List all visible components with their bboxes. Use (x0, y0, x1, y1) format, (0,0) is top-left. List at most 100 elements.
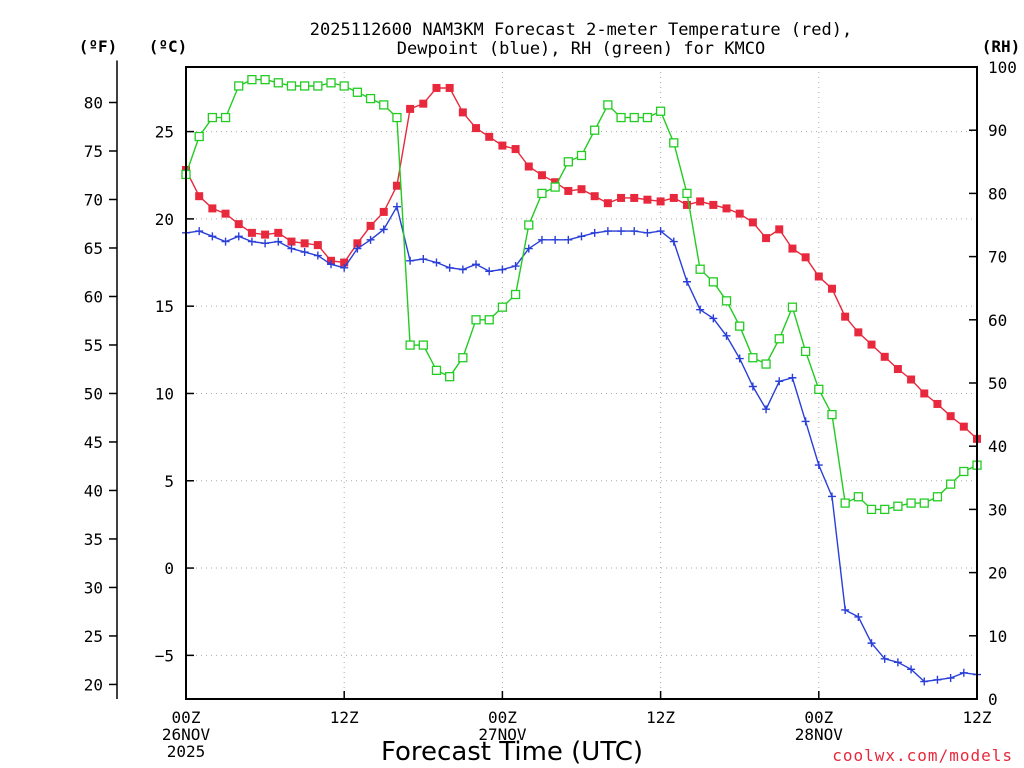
relative-humidity-point (945, 479, 956, 489)
relative-humidity-point (616, 112, 626, 123)
dewpoint-point (445, 263, 454, 272)
x-axis-label: Forecast Time (UTC) (381, 737, 643, 767)
rh-tick-label: 100 (988, 58, 1017, 77)
temperature-point (353, 239, 362, 248)
temperature-point (432, 83, 441, 92)
rh-tick-label: 60 (988, 311, 1007, 330)
temperature-point (590, 192, 599, 201)
rh-tick-label: 40 (988, 437, 1007, 456)
relative-humidity-point (576, 150, 587, 161)
dewpoint-point (933, 675, 942, 684)
relative-humidity-point (774, 334, 784, 344)
temperature-point (524, 162, 533, 171)
temperature-point (814, 272, 823, 281)
relative-humidity-point (906, 498, 916, 508)
relative-humidity-point (234, 81, 244, 91)
dewpoint-point (379, 225, 388, 234)
dewpoint-point (814, 461, 823, 470)
rh-tick-label: 80 (988, 184, 1007, 203)
chart-title-line-2: Dewpoint (blue), RH (green) for KMCO (397, 39, 765, 59)
fahrenheit-tick-label: 70 (84, 190, 103, 209)
relative-humidity-point (655, 106, 666, 116)
dewpoint-point (669, 237, 678, 246)
relative-humidity-point (352, 87, 363, 97)
relative-humidity-point (695, 264, 705, 274)
temperature-point (274, 228, 283, 237)
relative-humidity-point (761, 359, 771, 369)
dewpoint-point (432, 258, 441, 267)
fahrenheit-tick-label: 35 (84, 530, 103, 549)
relative-humidity-point (563, 157, 573, 167)
dewpoint-point (630, 227, 639, 236)
dewpoint-point (577, 232, 586, 241)
temperature-point (709, 200, 718, 209)
relative-humidity-point (866, 504, 877, 515)
dewpoint-point (458, 265, 467, 274)
dewpoint-point (234, 232, 243, 241)
rh-tick-label: 30 (988, 500, 1007, 519)
temperature-point (696, 197, 705, 206)
dewpoint-point (880, 654, 889, 663)
dewpoint-point (827, 492, 836, 501)
temperature-point (617, 193, 626, 202)
temperature-point (261, 230, 270, 239)
dewpoint-point (867, 639, 876, 648)
temperature-point (893, 365, 902, 374)
x-tick-label: 12Z (963, 708, 992, 727)
relative-humidity-point (392, 112, 402, 123)
relative-humidity-point (207, 112, 218, 123)
temperature-point (392, 181, 401, 190)
fahrenheit-tick-label: 55 (84, 336, 103, 355)
x-tick-label: 00Z (488, 708, 517, 727)
dewpoint-point (537, 235, 546, 244)
temperature-point (472, 124, 481, 133)
dewpoint-point (287, 244, 296, 253)
temperature-point (630, 193, 639, 202)
relative-humidity-point (220, 112, 231, 123)
dewpoint-point (274, 237, 283, 246)
dewpoint-point (327, 260, 336, 269)
relative-humidity-point (431, 365, 442, 376)
dewpoint-point (735, 354, 744, 363)
temperature-series (182, 83, 981, 443)
dewpoint-point (195, 227, 204, 236)
x-tick-label: 28NOV (795, 725, 844, 744)
temperature-point (933, 399, 942, 408)
temperature-point (946, 412, 955, 421)
relative-humidity-line (185, 78, 978, 511)
rh-unit-label: (RH) (982, 37, 1021, 56)
temperature-point (287, 237, 296, 246)
relative-humidity-point (379, 100, 389, 110)
dewpoint-point (801, 417, 810, 426)
x-tick-label: 26NOV (162, 725, 211, 744)
dewpoint-point (247, 237, 256, 246)
temperature-point (208, 204, 217, 213)
fahrenheit-tick-label: 40 (84, 481, 103, 500)
relative-humidity-point (458, 353, 468, 363)
rh-tick-label: 10 (988, 627, 1007, 646)
temperature-point (907, 375, 916, 384)
dewpoint-point (221, 237, 230, 246)
celsius-tick-label: 20 (155, 210, 174, 229)
dewpoint-point (485, 267, 494, 276)
temperature-point (445, 83, 454, 92)
relative-humidity-point (273, 78, 283, 88)
temperature-point (682, 200, 691, 209)
x-tick-label: 2025 (167, 742, 206, 761)
temperature-point (313, 241, 322, 250)
dewpoint-point (472, 260, 481, 269)
temperature-point (300, 239, 309, 248)
relative-humidity-point (497, 302, 508, 312)
x-tick-label: 27NOV (478, 725, 527, 744)
relative-humidity-point (510, 289, 521, 300)
dewpoint-series (182, 202, 981, 686)
relative-humidity-point (827, 409, 837, 420)
temperature-point (801, 253, 810, 262)
dewpoint-point (313, 251, 322, 260)
rh-tick-label: 90 (988, 121, 1007, 140)
temperature-point (867, 340, 876, 349)
relative-humidity-point (682, 188, 692, 199)
temperature-point (603, 199, 612, 208)
temperature-point (537, 171, 546, 180)
dewpoint-point (775, 377, 784, 386)
